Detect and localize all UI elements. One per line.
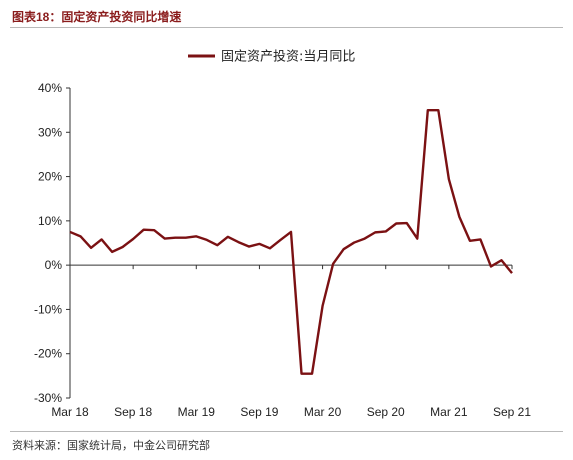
source-note: 资料来源：国家统计局，中金公司研究部 <box>12 440 210 452</box>
y-tick-label: 20% <box>38 170 62 184</box>
y-tick-label: 10% <box>38 214 62 228</box>
x-tick-label: Mar 18 <box>51 405 89 419</box>
x-tick-label: Mar 19 <box>178 405 216 419</box>
series-line <box>69 108 513 375</box>
plot-area <box>69 108 513 375</box>
x-tick-label: Sep 20 <box>367 405 405 419</box>
title-divider <box>10 27 563 28</box>
y-tick-label: -20% <box>34 347 62 361</box>
x-tick-label: Sep 18 <box>114 405 152 419</box>
figure-title: 图表18：固定资产投资同比增速 <box>12 10 182 24</box>
legend-label: 固定资产投资:当月同比 <box>221 49 355 65</box>
y-tick-label: -10% <box>34 302 62 316</box>
x-tick-label: Mar 20 <box>304 405 342 419</box>
footer-divider <box>10 431 563 432</box>
chart-legend: 固定资产投资:当月同比 <box>188 49 355 65</box>
x-tick-label: Sep 19 <box>240 405 278 419</box>
x-tick-label: Mar 21 <box>430 405 468 419</box>
y-tick-label: 40% <box>38 81 62 95</box>
x-tick-label: Sep 21 <box>493 405 531 419</box>
chart-axes: 40% 30% 20% 10% 0% -10% -20% -30%Mar 18 Sep 18 Ma… <box>34 81 531 419</box>
y-tick-label: 30% <box>38 125 62 139</box>
y-tick-label: 0% <box>45 258 63 272</box>
y-tick-label: -30% <box>34 391 62 405</box>
